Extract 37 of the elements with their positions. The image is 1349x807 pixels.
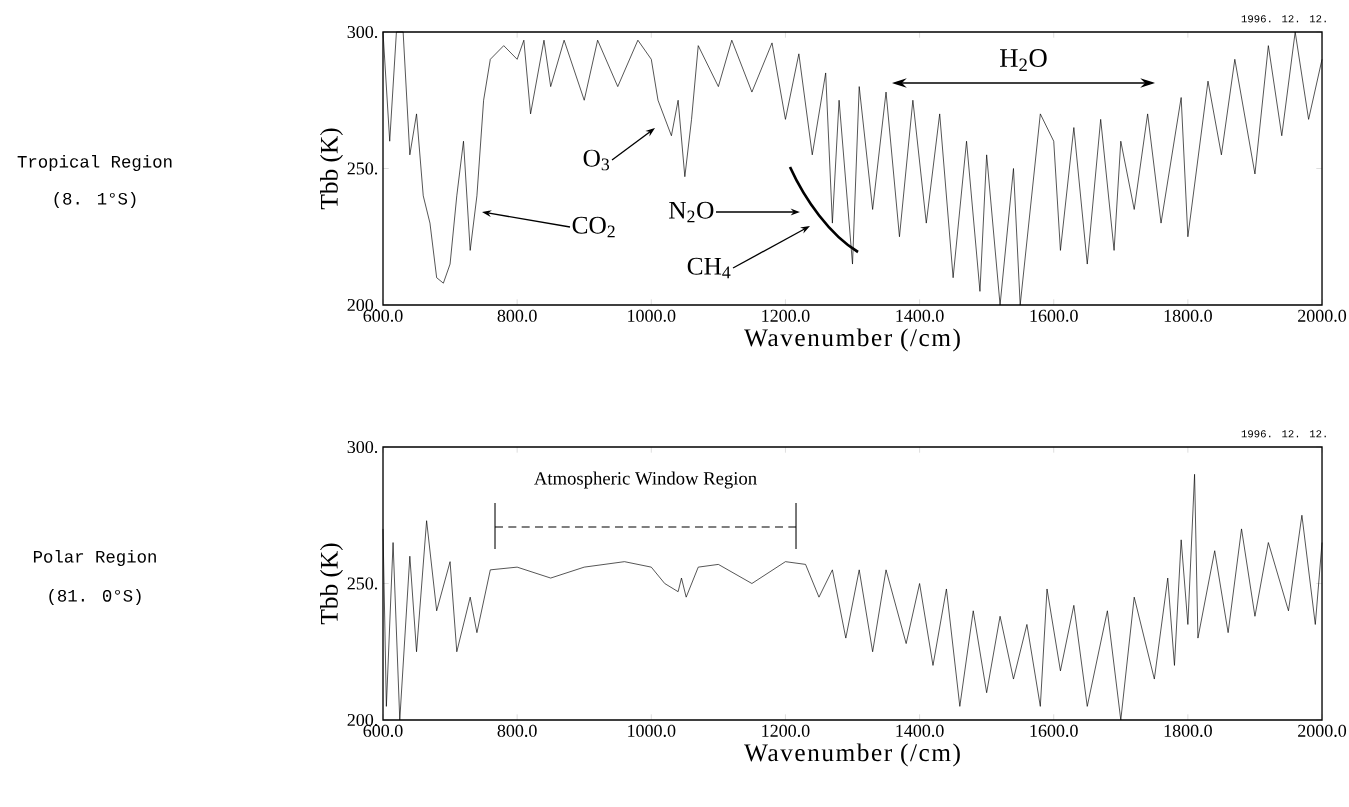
- x-tick-label: 1400.0: [896, 309, 944, 322]
- x-tick-label: 1000.0: [628, 724, 676, 737]
- y-axis-title: Tbb (K): [320, 128, 343, 210]
- line-series: [382, 31, 1323, 306]
- text: 1996. 12. 12.: [1241, 15, 1326, 23]
- x-tick-label: 600.0: [363, 309, 403, 322]
- annotation: N$_{2}$O: [669, 201, 714, 223]
- text: Polar Region: [33, 549, 156, 567]
- x-tick-label: 1800.0: [1164, 724, 1212, 737]
- annotation: O$_{3}$: [583, 149, 610, 171]
- y-tick-label: 300.: [347, 440, 378, 454]
- x-axis-title: Wavenumber (/cm): [744, 328, 960, 352]
- x-tick-label: 1800.0: [1164, 309, 1212, 322]
- x-tick-label: 1600.0: [1030, 724, 1078, 737]
- x-tick-label: 800.0: [497, 724, 537, 737]
- x-tick-label: 800.0: [497, 309, 537, 322]
- x-tick-label: 1000.0: [628, 309, 676, 322]
- annotation: CH$_{4}$: [687, 257, 731, 279]
- y-axis-title: Tbb (K): [320, 543, 343, 625]
- y-tick-label: 250.: [347, 577, 378, 590]
- text: Tropical Region: [17, 154, 172, 172]
- x-tick-label: 600.0: [363, 724, 403, 737]
- x-tick-label: 2000.0: [1298, 309, 1347, 322]
- x-tick-label: 1600.0: [1030, 309, 1078, 322]
- annotation: H$_{2}$O: [1000, 49, 1047, 71]
- text: 1996. 12. 12.: [1241, 430, 1326, 438]
- x-axis-title: Wavenumber (/cm): [744, 743, 960, 767]
- y-tick-label: 250.: [347, 162, 378, 175]
- x-tick-label: 1400.0: [896, 724, 944, 737]
- annotation: Atmospheric Window Region: [534, 471, 757, 489]
- annotation: CO$_{2}$: [572, 216, 615, 238]
- x-tick-label: 1200.0: [762, 309, 810, 322]
- x-tick-label: 1200.0: [762, 724, 810, 737]
- x-tick-label: 2000.0: [1298, 724, 1347, 737]
- text: (81. 0°S): [49, 588, 141, 606]
- text: (8. 1°S): [54, 191, 136, 209]
- y-tick-label: 300.: [347, 25, 378, 39]
